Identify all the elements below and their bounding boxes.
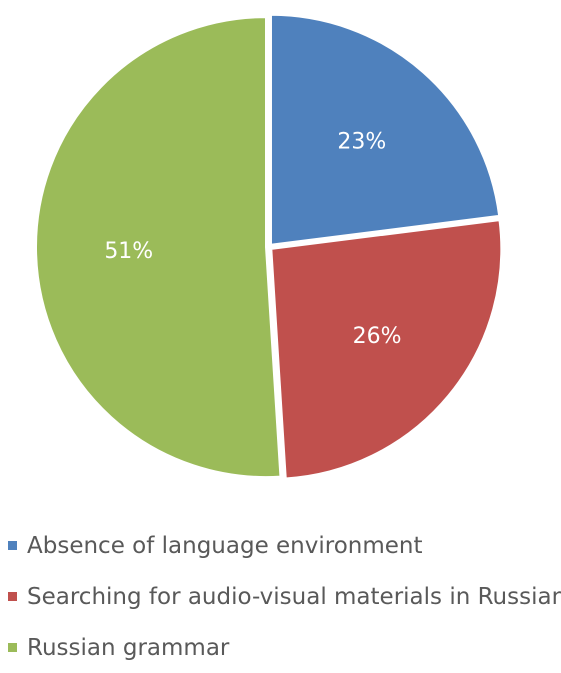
legend-label: Searching for audio-visual materials in … xyxy=(27,583,561,610)
legend-item-searching-for-audio-visual-materials: Searching for audio-visual materials in … xyxy=(8,571,561,622)
pie-slice-searching-for-audio-visual-materials xyxy=(270,218,503,480)
legend-swatch-green xyxy=(8,643,17,652)
pie-slice-absence-of-language-environment xyxy=(269,13,501,246)
legend-label: Russian grammar xyxy=(27,634,230,661)
pie-slice-russian-grammar xyxy=(34,16,282,479)
legend-item-russian-grammar: Russian grammar xyxy=(8,622,561,673)
chart-legend: Absence of language environment Searchin… xyxy=(8,520,561,673)
data-label-absence-of-language-environment: 23% xyxy=(337,129,386,154)
data-label-russian-grammar: 51% xyxy=(104,239,153,264)
legend-swatch-blue xyxy=(8,541,17,550)
data-label-searching-for-audio-visual-materials: 26% xyxy=(353,324,402,349)
legend-item-absence-of-language-environment: Absence of language environment xyxy=(8,520,561,571)
legend-swatch-red xyxy=(8,592,17,601)
legend-label: Absence of language environment xyxy=(27,532,423,559)
pie-chart: 23% 26% 51% xyxy=(34,13,503,480)
